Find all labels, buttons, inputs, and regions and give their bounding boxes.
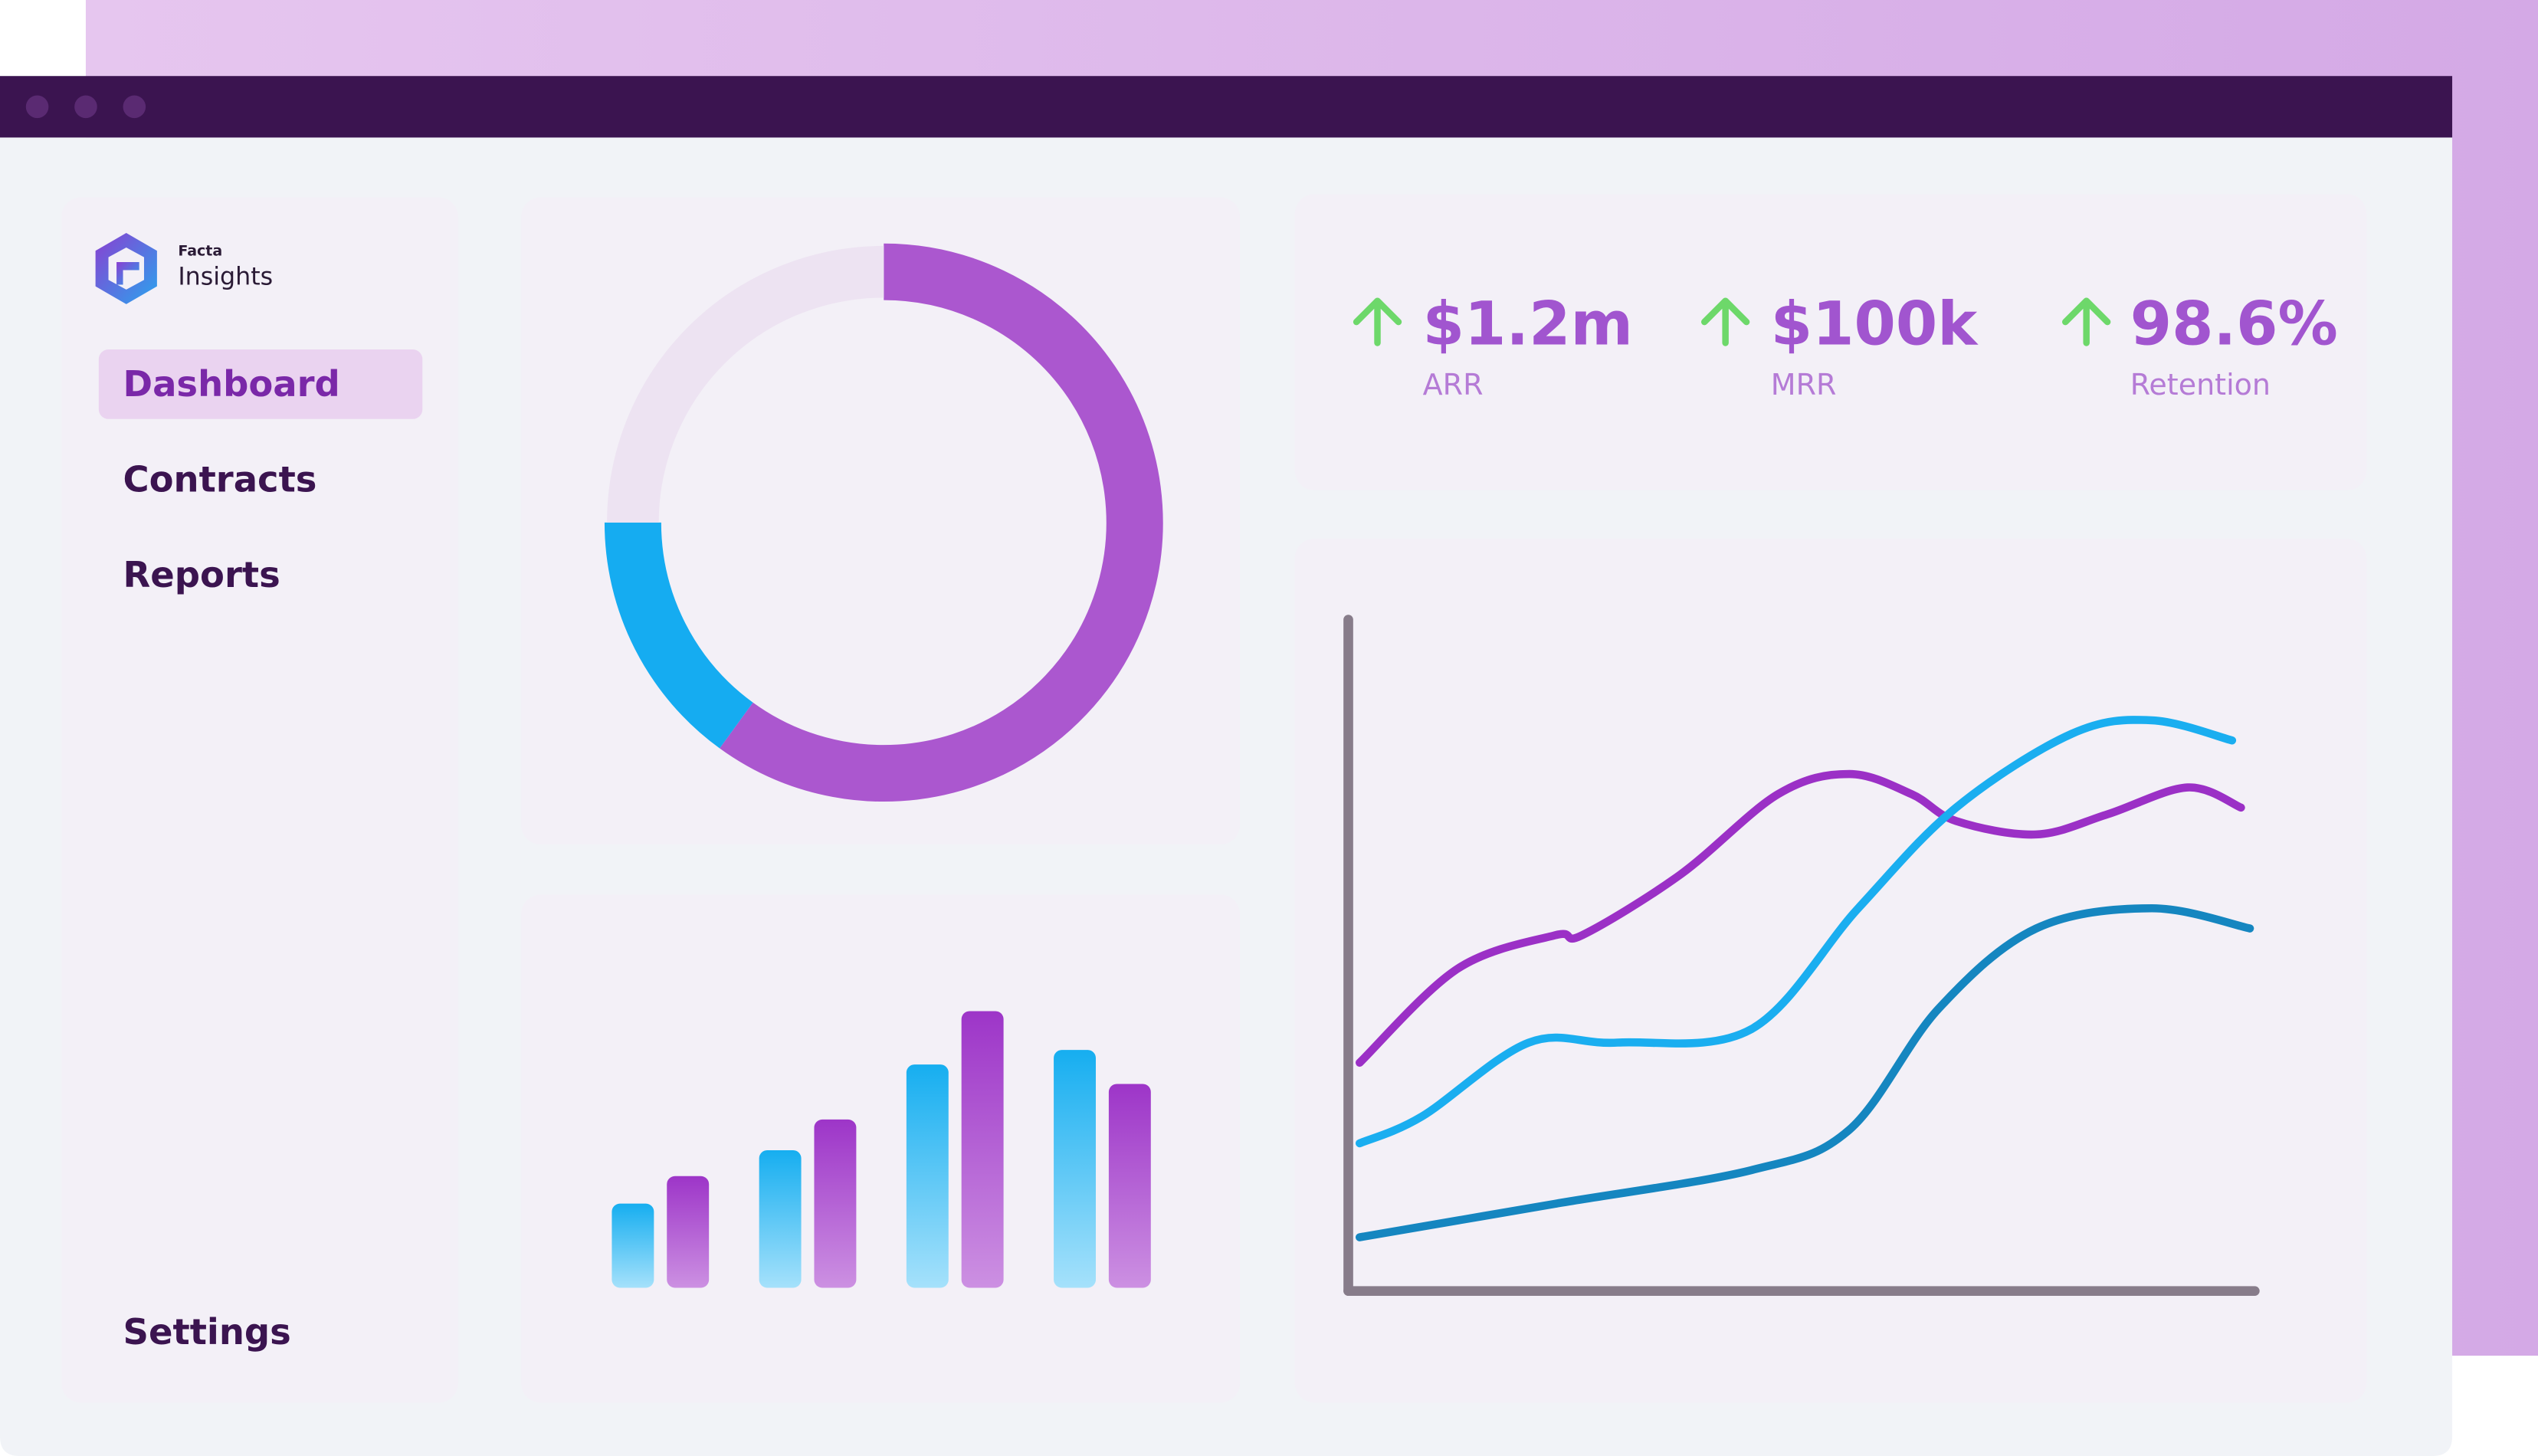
nav-item[interactable]: Dashboard [123, 363, 340, 405]
sidebar [61, 197, 458, 1403]
window-dot[interactable] [74, 95, 97, 119]
up-arrow [2061, 297, 2111, 346]
kpi-label: Retention [2130, 368, 2271, 402]
bar [1054, 1050, 1096, 1288]
nav-active[interactable] [98, 349, 423, 419]
kpi-value: $1.2m [1423, 290, 1633, 359]
nav-item[interactable]: Reports [123, 554, 280, 595]
bar [759, 1150, 802, 1288]
bar [667, 1176, 710, 1288]
title-bar [0, 76, 2453, 138]
line-series [1356, 904, 2254, 1241]
donut-segment [720, 243, 1163, 802]
bar [906, 1064, 949, 1288]
kpi-value: $100k [1771, 290, 1979, 359]
window-dot[interactable] [25, 95, 49, 119]
up-arrow [1353, 297, 1402, 346]
bar [814, 1119, 857, 1288]
logo-name: Insights [178, 264, 273, 291]
card [1294, 539, 2367, 1403]
donut-segment [607, 245, 884, 523]
kpi-value: 98.6% [2130, 290, 2338, 359]
nav-item[interactable]: Settings [123, 1311, 291, 1353]
donut-segment [604, 522, 754, 749]
window-dot[interactable] [123, 95, 146, 119]
logo-icon [95, 233, 157, 304]
up-arrow [1700, 297, 1750, 346]
nav-item[interactable]: Contracts [123, 459, 317, 500]
logo-small: Facta [178, 243, 222, 260]
bar [961, 1011, 1004, 1288]
kpi-label: MRR [1771, 368, 1837, 402]
kpi-label: ARR [1423, 368, 1484, 402]
bar [1108, 1084, 1151, 1288]
card [1294, 194, 2367, 490]
line-series [1356, 769, 2245, 1067]
bar [612, 1203, 654, 1288]
line-series [1356, 716, 2237, 1148]
